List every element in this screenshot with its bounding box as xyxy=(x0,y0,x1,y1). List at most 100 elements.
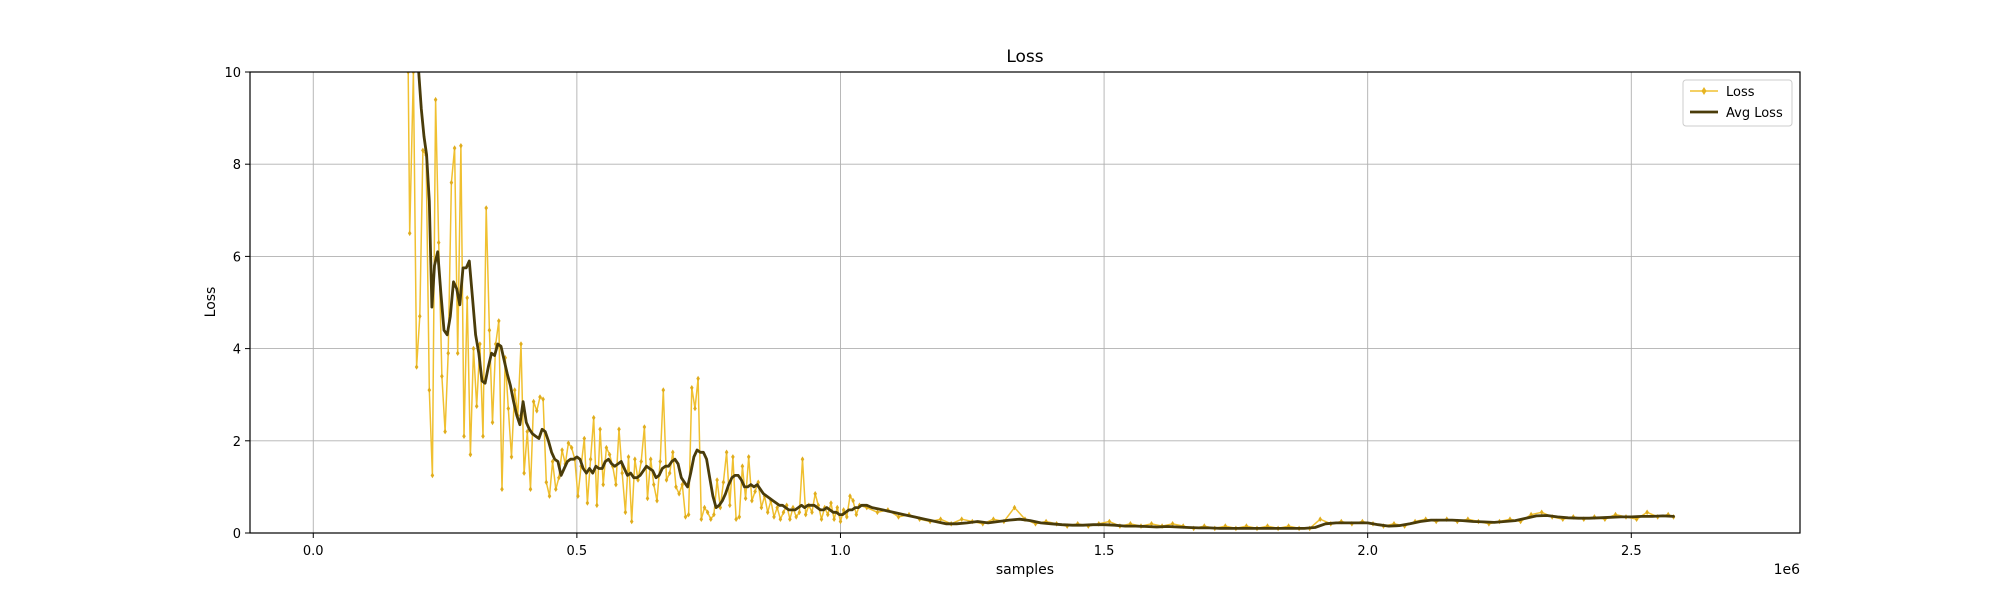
loss-point xyxy=(1318,516,1322,522)
loss-point xyxy=(826,511,830,518)
loss-point xyxy=(418,313,422,320)
loss-point xyxy=(620,470,624,476)
loss-point xyxy=(503,355,507,361)
loss-point xyxy=(598,426,602,433)
y-axis-ticks: 0 2 4 6 8 10 xyxy=(224,66,250,542)
loss-point xyxy=(677,491,681,497)
loss-point xyxy=(531,398,536,405)
loss-point xyxy=(497,318,501,324)
loss-point xyxy=(819,516,824,522)
legend: Loss Avg Loss xyxy=(1682,79,1793,127)
loss-point xyxy=(772,514,776,520)
loss-point xyxy=(436,239,441,246)
loss-point xyxy=(690,385,694,391)
loss-point xyxy=(797,509,802,516)
x-axis-label: samples xyxy=(996,562,1054,578)
y-tick-label: 0 xyxy=(233,527,241,542)
loss-point xyxy=(459,143,463,149)
loss-point xyxy=(519,341,523,347)
loss-point xyxy=(566,440,571,446)
loss-point xyxy=(406,72,410,75)
loss-point xyxy=(728,502,732,509)
y-tick-label: 2 xyxy=(233,435,241,450)
loss-point xyxy=(421,147,425,154)
loss-point xyxy=(737,514,742,520)
loss-point xyxy=(535,408,539,414)
loss-point xyxy=(490,419,495,426)
y-tick-label: 10 xyxy=(224,66,241,81)
loss-point xyxy=(759,504,764,511)
loss-point xyxy=(746,454,751,460)
loss-point xyxy=(414,364,419,370)
loss-point xyxy=(636,477,640,483)
loss-point xyxy=(715,477,719,483)
loss-point xyxy=(686,511,691,518)
loss-point xyxy=(557,474,561,481)
loss-point xyxy=(781,509,786,516)
x-tick-label: 0.0 xyxy=(303,544,324,559)
loss-point xyxy=(509,454,514,460)
loss-point xyxy=(848,493,852,499)
loss-point xyxy=(652,481,656,488)
loss-point xyxy=(693,405,697,412)
loss-point xyxy=(474,403,479,409)
loss-point xyxy=(753,488,757,495)
loss-point xyxy=(699,516,704,522)
loss-point xyxy=(446,350,450,356)
y-tick-label: 6 xyxy=(233,250,241,265)
loss-point xyxy=(731,454,735,460)
loss-point xyxy=(449,179,454,186)
loss-point xyxy=(500,486,504,492)
loss-point xyxy=(740,463,745,469)
loss-point xyxy=(1539,509,1544,516)
x-tick-label: 2.0 xyxy=(1357,544,1378,559)
loss-point xyxy=(506,405,511,412)
grid-lines xyxy=(250,71,1800,534)
loss-point xyxy=(674,484,678,490)
loss-point xyxy=(648,456,653,462)
loss-point xyxy=(538,394,542,400)
loss-point xyxy=(702,504,707,511)
loss-point xyxy=(959,516,964,522)
loss-point xyxy=(724,449,729,456)
loss-point xyxy=(560,447,564,453)
loss-point xyxy=(633,456,637,462)
loss-point xyxy=(794,514,798,520)
loss-point xyxy=(576,493,580,499)
loss-point xyxy=(550,458,555,465)
loss-point xyxy=(462,433,466,439)
loss-point xyxy=(478,341,482,347)
loss-point xyxy=(544,479,549,486)
loss-point xyxy=(813,491,817,497)
loss-point xyxy=(1012,504,1017,511)
loss-point xyxy=(427,387,432,393)
loss-point xyxy=(1170,521,1175,527)
loss-point xyxy=(1149,521,1154,527)
loss-point xyxy=(582,435,587,442)
loss-point xyxy=(683,514,688,520)
x-tick-label: 0.5 xyxy=(567,544,588,559)
loss-point xyxy=(433,96,438,103)
loss-point xyxy=(484,205,488,211)
loss-point xyxy=(721,479,726,486)
loss-point xyxy=(667,470,672,476)
loss-point xyxy=(832,516,836,522)
y-axis-label: Loss xyxy=(203,287,219,318)
legend-loss-marker xyxy=(1701,87,1707,95)
loss-point xyxy=(642,424,647,430)
loss-point xyxy=(791,504,795,511)
loss-point xyxy=(875,509,880,516)
loss-point xyxy=(626,454,631,460)
loss-point xyxy=(775,504,779,511)
loss-line xyxy=(407,72,1674,530)
x-tick-label: 2.5 xyxy=(1621,544,1642,559)
loss-point xyxy=(835,504,840,511)
loss-point xyxy=(896,514,901,520)
loss-point xyxy=(522,470,526,476)
loss-point xyxy=(645,495,650,502)
loss-point xyxy=(407,230,412,237)
loss-point xyxy=(601,481,605,488)
loss-point xyxy=(851,497,855,504)
y-tick-label: 4 xyxy=(233,343,241,358)
loss-point xyxy=(452,145,457,151)
